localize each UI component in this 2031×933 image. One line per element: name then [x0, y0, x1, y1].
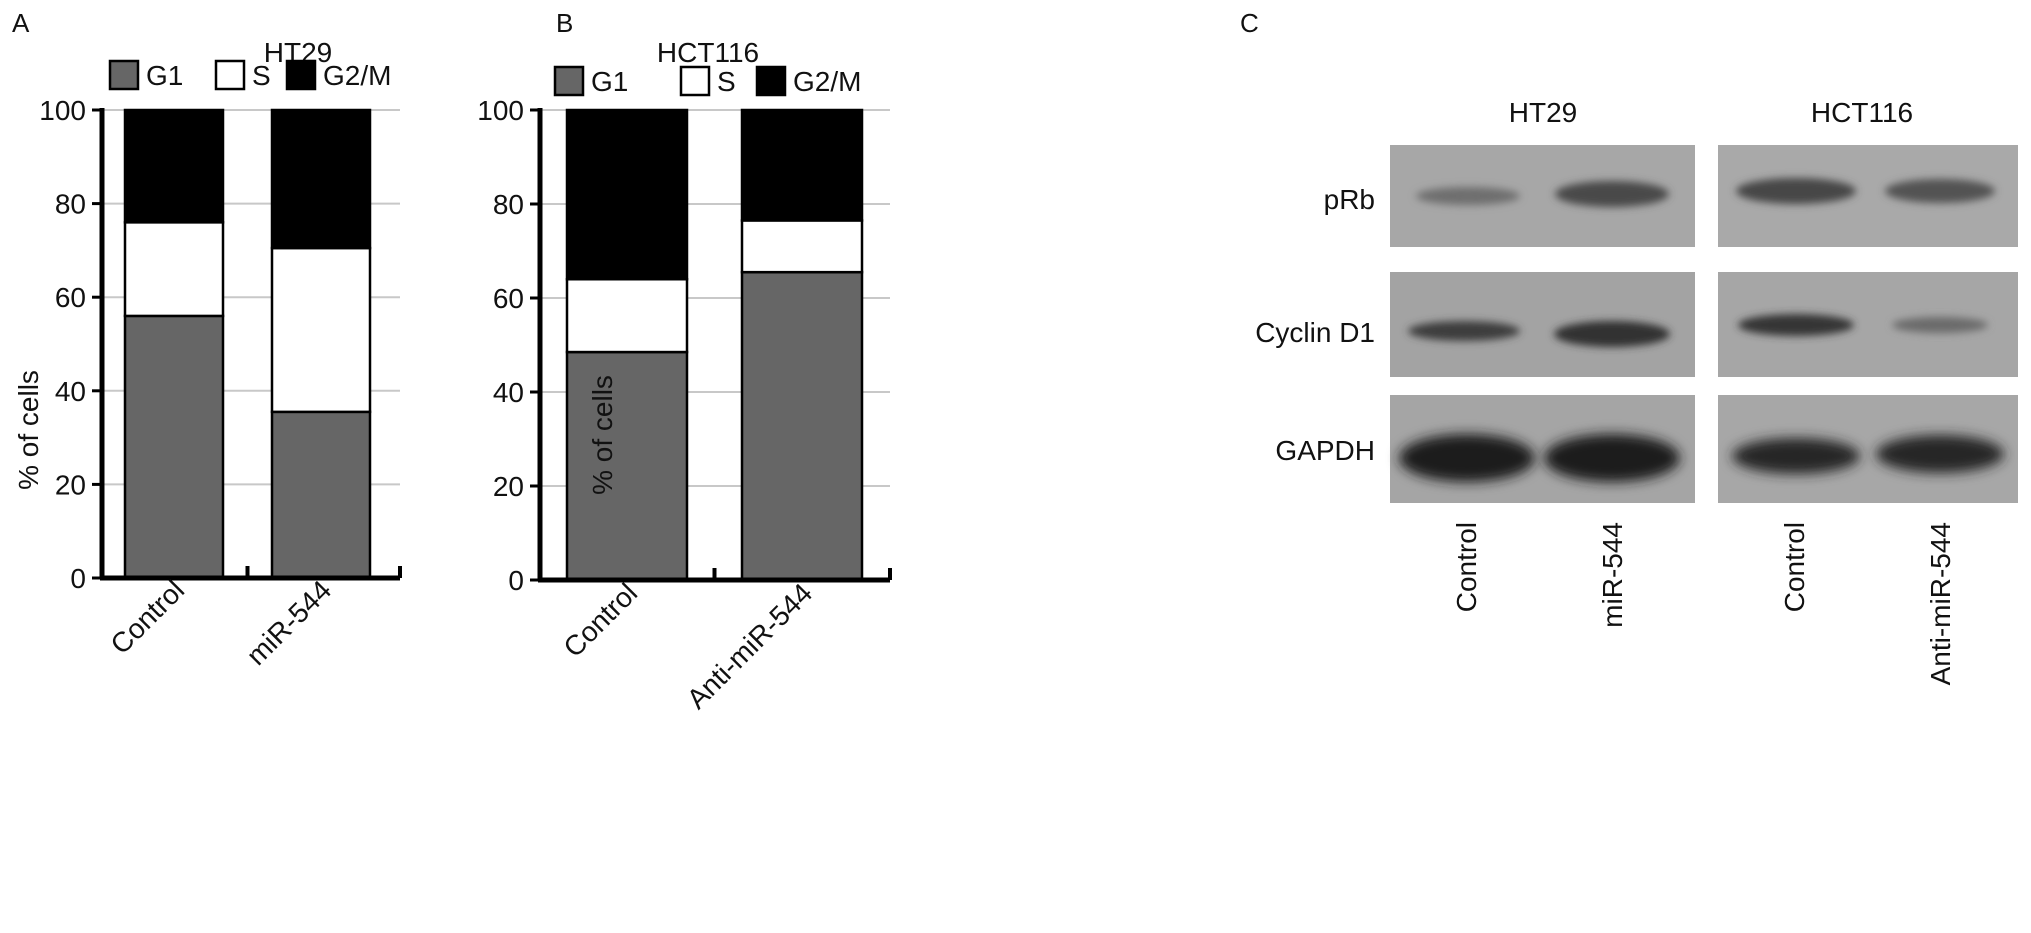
blot-row-label-cyclin-d1: Cyclin D1	[1255, 317, 1375, 348]
y-tick-label: 60	[493, 283, 524, 314]
bar-control-g1	[565, 350, 689, 582]
bar-control-g2-m	[123, 108, 225, 224]
blot-group-title-hct116: HCT116	[1811, 97, 1913, 128]
y-tick-label: 80	[493, 189, 524, 220]
legend-label-g1: G1	[146, 60, 183, 91]
chart-bars	[565, 108, 864, 582]
bar-anti-mir-544-g1	[740, 270, 864, 582]
band	[1892, 317, 1988, 333]
legend-swatch-g1	[108, 59, 140, 91]
y-tick-label: 80	[55, 189, 86, 220]
band	[1876, 435, 2004, 473]
y-axis-label: % of cells	[587, 375, 618, 495]
legend-label-g2-m: G2/M	[323, 60, 391, 91]
chart-bars	[123, 108, 372, 580]
chart-legend: G1 S G2/M	[553, 65, 861, 97]
blot-strip-cyclin-d1-hct116	[1718, 272, 2018, 377]
legend-swatch-g2-m	[755, 65, 787, 97]
bar-control-s	[565, 277, 689, 354]
y-tick-label: 20	[493, 471, 524, 502]
y-tick-label: 0	[508, 565, 524, 596]
blot-lane-label: Control	[1451, 522, 1482, 612]
chart-legend: G1 S G2/M	[108, 59, 391, 91]
y-tick-label: 40	[55, 376, 86, 407]
y-axis-label: % of cells	[13, 370, 44, 490]
bar-anti-mir-544-s	[740, 219, 864, 274]
bar-control-g2-m	[565, 108, 689, 281]
blot-row-label-prb: pRb	[1324, 184, 1375, 215]
blot-strip-gapdh-hct116	[1718, 395, 2018, 503]
legend-swatch-g2-m	[285, 59, 317, 91]
legend-label-s: S	[717, 66, 736, 97]
bar-anti-mir-544-g2-m	[740, 108, 864, 222]
legend-swatch-s	[214, 59, 246, 91]
x-category-label: Control	[104, 574, 190, 660]
legend-label-s: S	[252, 60, 271, 91]
blot-lane-label: miR-544	[1597, 522, 1628, 628]
blot-strip-gapdh-ht29	[1390, 395, 1695, 503]
bar-mir-544-g1	[270, 410, 372, 580]
x-category-label: Anti-miR-544	[681, 577, 818, 714]
chart-hct116-cell-cycle: HCT116 G1 S G2/M 0 20 40 60 80 100 % of cells C…	[477, 37, 892, 715]
band	[1416, 187, 1520, 205]
blot-lane-label: Control	[1779, 522, 1810, 612]
chart-axes	[537, 108, 892, 583]
chart-axes	[99, 108, 402, 581]
blot-row-label-gapdh: GAPDH	[1275, 435, 1375, 466]
x-category-label: miR-544	[241, 574, 338, 671]
legend-label-g1: G1	[591, 66, 628, 97]
chart-category-labels: Control Anti-miR-544	[557, 577, 818, 714]
legend-swatch-g1	[553, 65, 585, 97]
blot-strip-prb-ht29	[1390, 145, 1695, 247]
band	[1738, 314, 1854, 336]
blot-strip-cyclin-d1-ht29	[1390, 272, 1695, 377]
y-tick-label: 100	[39, 95, 86, 126]
band	[1544, 434, 1680, 482]
chart-title: HCT116	[657, 37, 759, 68]
band	[1885, 179, 1995, 203]
panel-letter-c: C	[1240, 8, 1259, 38]
blot-lane-label: Anti-miR-544	[1925, 522, 1956, 685]
y-tick-label: 20	[55, 469, 86, 500]
western-blot: HT29 HCT116 pRb Cyclin D1 GAPDH	[1255, 97, 2018, 685]
y-tick-label: 0	[70, 563, 86, 594]
panel-letter-a: A	[12, 8, 30, 38]
bar-mir-544-s	[270, 246, 372, 414]
y-tick-label: 60	[55, 282, 86, 313]
y-tick-label: 40	[493, 377, 524, 408]
band	[1554, 321, 1670, 347]
blot-group-title-ht29: HT29	[1509, 97, 1577, 128]
chart-category-labels: Control miR-544	[104, 574, 337, 671]
chart-y-ticks: 0 20 40 60 80 100	[39, 95, 102, 594]
band	[1555, 181, 1669, 207]
y-tick-label: 100	[477, 95, 524, 126]
panel-letter-b: B	[556, 8, 573, 38]
bar-control-g1	[123, 314, 225, 580]
bar-mir-544-g2-m	[270, 108, 372, 250]
band	[1732, 438, 1860, 474]
legend-swatch-s	[679, 65, 711, 97]
band	[1736, 178, 1856, 204]
chart-y-ticks: 0 20 40 60 80 100	[477, 95, 540, 596]
band	[1399, 434, 1535, 482]
x-category-label: Control	[557, 577, 643, 663]
band	[1408, 321, 1520, 341]
bar-control-s	[123, 221, 225, 318]
legend-label-g2-m: G2/M	[793, 66, 861, 97]
blot-strip-prb-hct116	[1718, 145, 2018, 247]
